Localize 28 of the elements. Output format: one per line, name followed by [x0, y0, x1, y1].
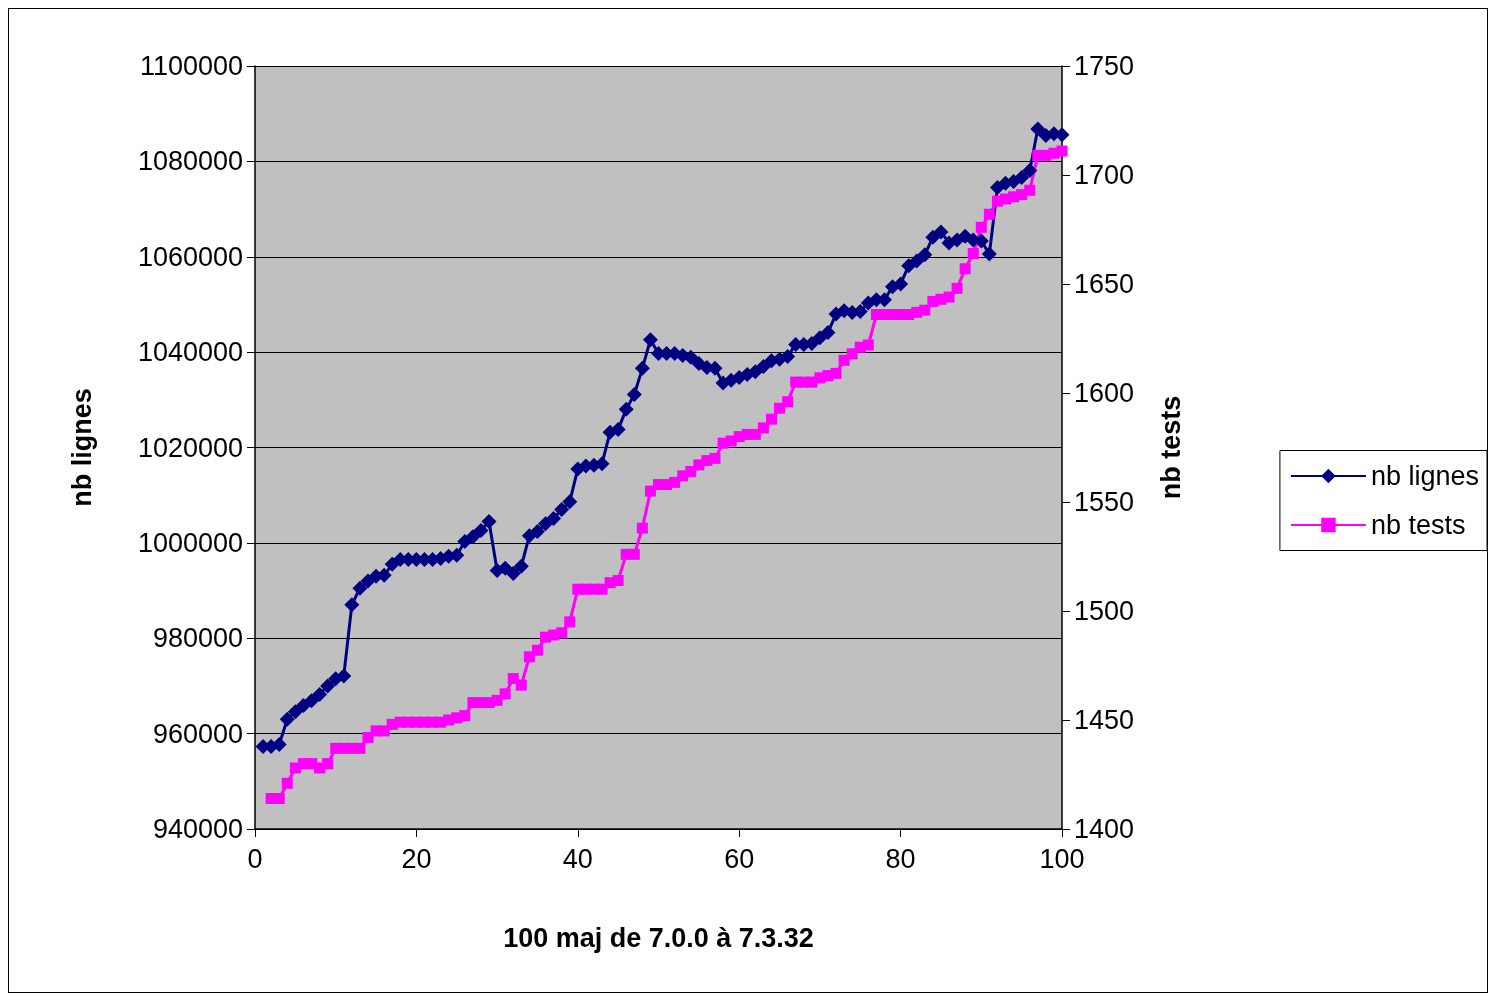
x-tick-label: 100 — [1039, 843, 1085, 874]
y2-tick-label: 1700 — [1074, 160, 1135, 190]
y2-tick-label: 1500 — [1074, 596, 1135, 626]
y2-tick-label: 1650 — [1074, 269, 1135, 299]
y2-tick-label: 1450 — [1074, 705, 1135, 735]
y-tick-label: 1000000 — [137, 527, 243, 558]
y-tick-label: 940000 — [152, 814, 243, 844]
y-tick-label: 1080000 — [137, 146, 243, 177]
x-tick-label: 60 — [724, 843, 755, 874]
y-tick-label: 1040000 — [137, 337, 243, 368]
x-tick-label: 20 — [401, 843, 432, 874]
y-tick-label: 1060000 — [137, 241, 243, 272]
y-tick-label: 1100000 — [139, 51, 243, 81]
y2-tick-label: 1550 — [1074, 487, 1135, 517]
x-tick-label: 80 — [885, 843, 916, 874]
legend-label: nb tests — [1370, 510, 1466, 540]
x-tick-label: 0 — [247, 843, 263, 874]
x-axis-title: 100 maj de 7.0.0 à 7.3.32 — [503, 922, 814, 953]
y2-axis-title: nb tests — [1155, 395, 1186, 500]
y-axis-title: nb lignes — [66, 388, 97, 507]
y-tick-label: 960000 — [152, 718, 243, 749]
legend-label: nb lignes — [1370, 461, 1480, 491]
y2-tick-label: 1750 — [1074, 51, 1135, 81]
y-tick-label: 980000 — [152, 623, 243, 654]
y2-tick-label: 1600 — [1074, 378, 1135, 408]
x-tick-label: 40 — [562, 843, 593, 874]
y-tick-label: 1020000 — [137, 432, 243, 463]
y2-tick-label: 1400 — [1074, 814, 1135, 844]
